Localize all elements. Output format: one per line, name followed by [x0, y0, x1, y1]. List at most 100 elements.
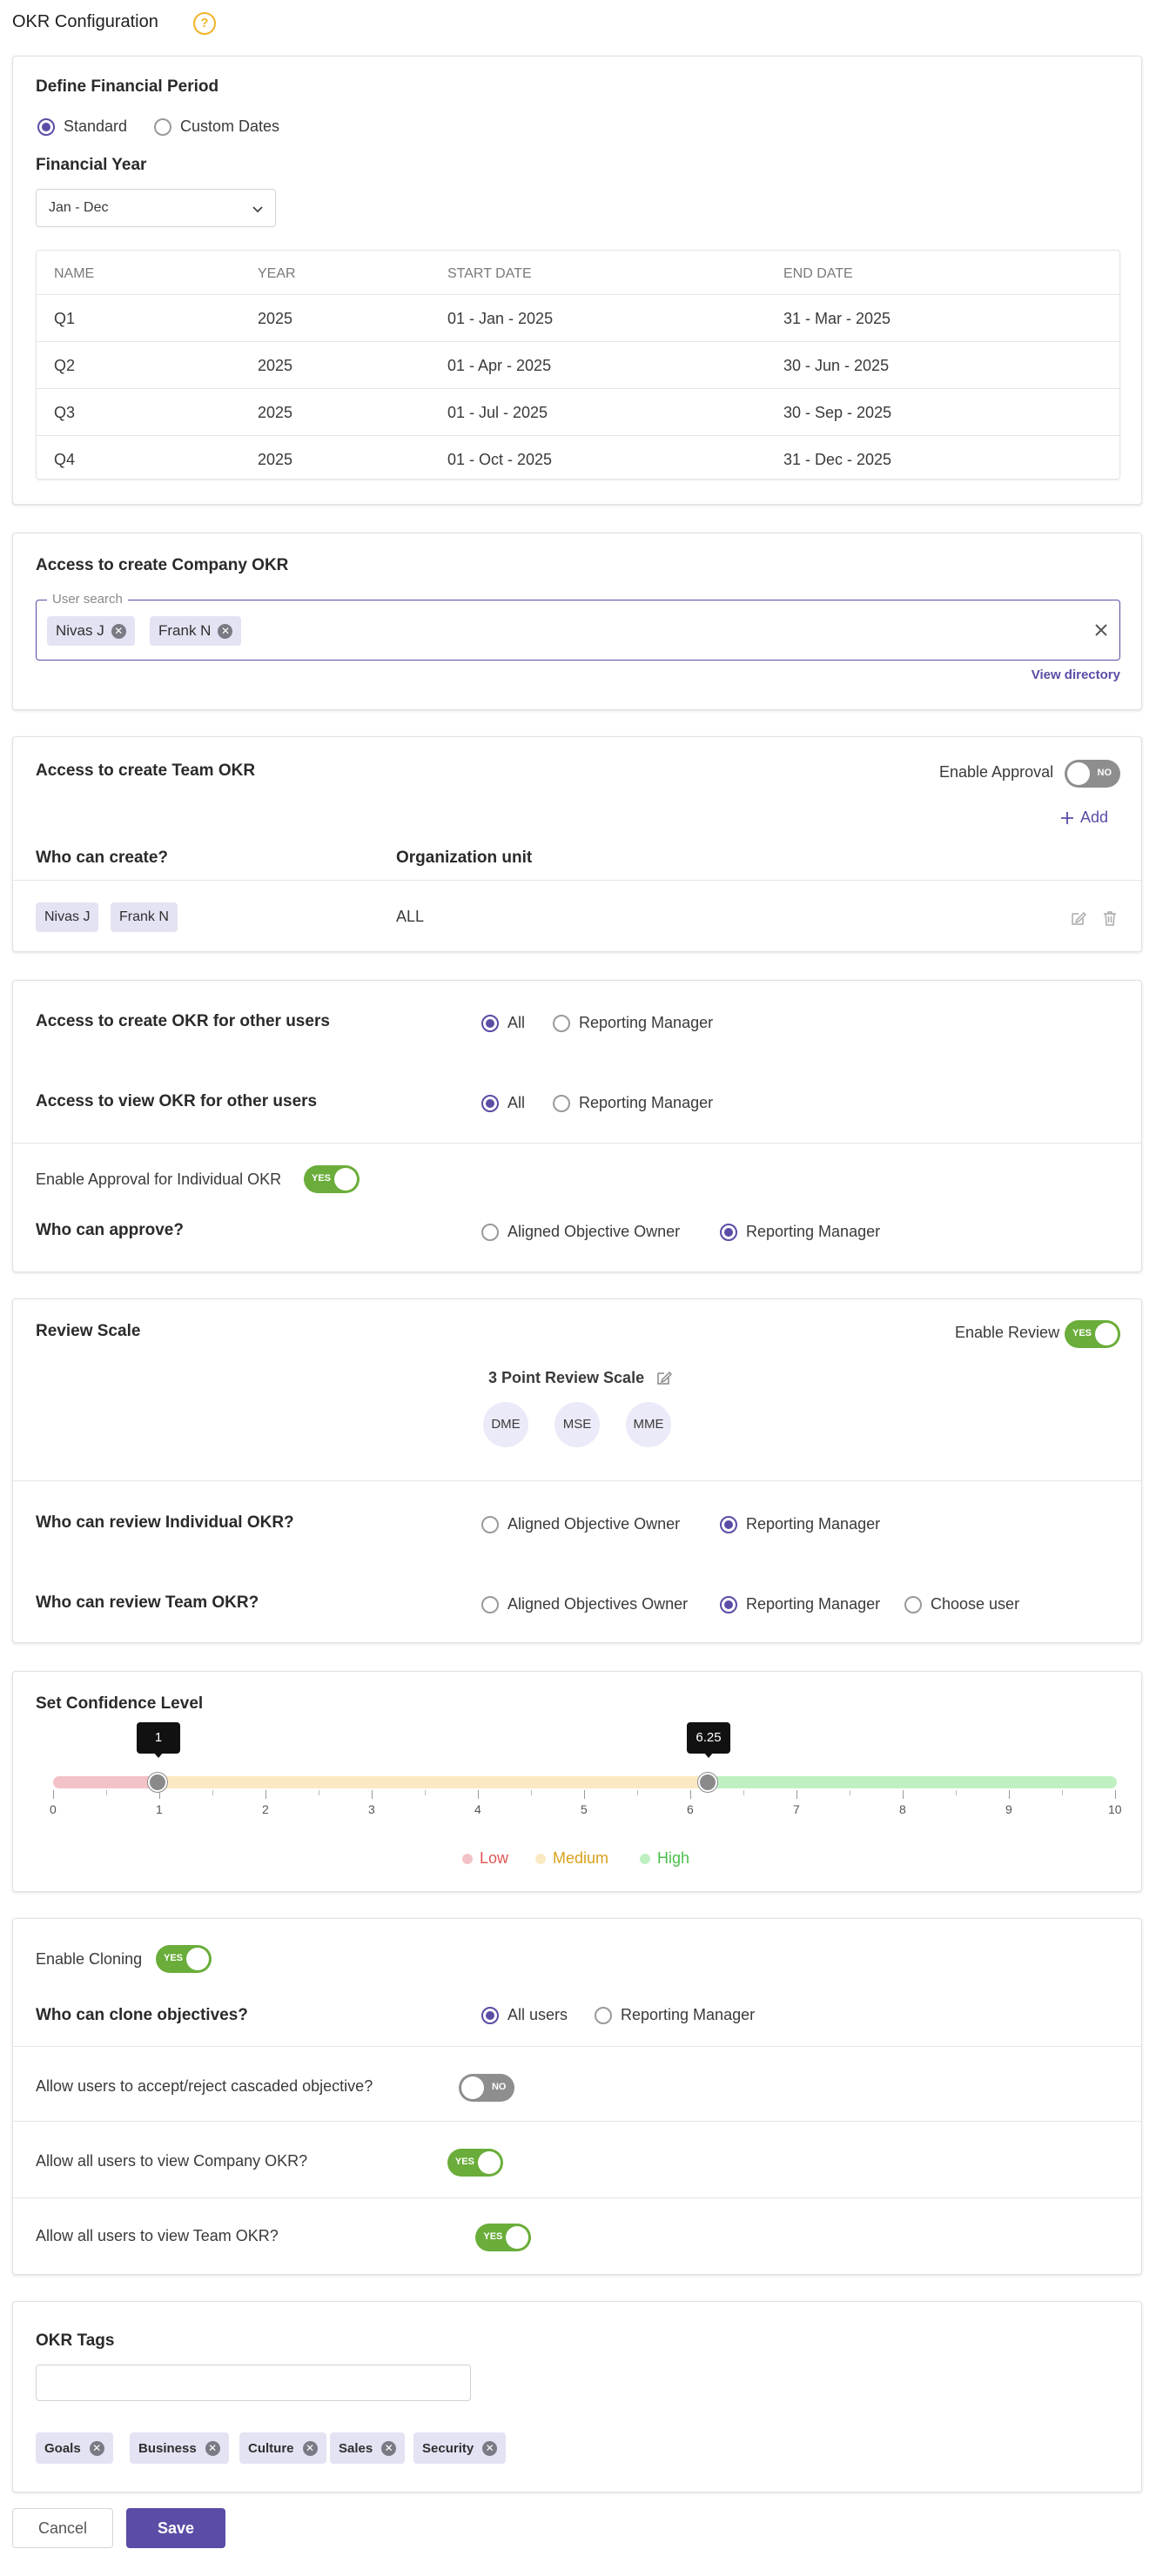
close-icon[interactable]: ✕ [218, 623, 233, 639]
enable-cloning-label: Enable Cloning [36, 1950, 143, 1968]
radio-label: Reporting Manager [579, 1014, 714, 1031]
edit-icon[interactable] [1070, 909, 1087, 927]
high-range-track [708, 1776, 1117, 1788]
who-can-approve-label: Who can approve? [36, 1221, 184, 1239]
view-radio-reporting-manager[interactable]: Reporting Manager [553, 1094, 713, 1112]
legend-dot [640, 1853, 650, 1864]
tag-chip-label: Business [138, 2440, 197, 2456]
radio-custom-dates-label: Custom Dates [180, 117, 280, 135]
tag-chip[interactable]: Goals ✕ [36, 2432, 113, 2464]
tag-chip[interactable]: Sales ✕ [330, 2432, 406, 2464]
clone-radio-all-users[interactable]: All users [481, 2006, 568, 2024]
radio-standard-dot[interactable] [37, 117, 55, 136]
review-individual-aligned-owner[interactable]: Aligned Objective Owner [481, 1515, 680, 1533]
view-directory-link[interactable]: View directory [1031, 667, 1120, 682]
cancel-button[interactable]: Cancel [12, 2508, 113, 2548]
radio-label: Aligned Objective Owner [507, 1223, 681, 1240]
legend-high: High [640, 1849, 689, 1868]
radio-dot[interactable] [481, 1094, 499, 1112]
radio-dot[interactable] [904, 1595, 922, 1613]
close-icon[interactable]: ✕ [302, 2440, 318, 2456]
tag-chip-label: Security [422, 2440, 474, 2456]
confidence-heading: Set Confidence Level [36, 1694, 204, 1713]
team-okr-heading: Access to create Team OKR [36, 761, 256, 780]
low-slider-handle[interactable] [148, 1773, 167, 1792]
create-radio-reporting-manager[interactable]: Reporting Manager [553, 1014, 713, 1032]
tag-chip[interactable]: Security ✕ [413, 2432, 507, 2464]
create-radio-all[interactable]: All [481, 1014, 525, 1032]
radio-dot[interactable] [720, 1515, 737, 1533]
user-chip[interactable]: Nivas J ✕ [47, 616, 135, 646]
clear-icon[interactable] [1093, 622, 1109, 638]
radio-dot[interactable] [481, 1515, 499, 1533]
table-row: Q4 2025 01 - Oct - 2025 31 - Dec - 2025 [37, 435, 1119, 482]
question-circle-icon[interactable]: ? [193, 12, 216, 35]
toggle-text: YES [483, 2231, 503, 2242]
close-icon[interactable]: ✕ [381, 2440, 397, 2456]
enable-cloning-toggle[interactable]: YES [156, 1945, 212, 1973]
individual-approval-toggle[interactable]: YES [304, 1165, 360, 1193]
company-view-toggle[interactable]: YES [447, 2149, 503, 2177]
trash-icon[interactable] [1101, 909, 1119, 927]
user-search-input[interactable]: User search Nivas J ✕ Frank N ✕ [36, 592, 1120, 661]
toggle-knob [334, 1168, 357, 1191]
close-icon[interactable]: ✕ [111, 623, 126, 639]
view-radio-all[interactable]: All [481, 1094, 525, 1112]
user-chip[interactable]: Frank N ✕ [150, 616, 242, 646]
radio-standard[interactable]: Standard [37, 117, 127, 136]
toggle-text: YES [1072, 1328, 1092, 1338]
review-team-label: Who can review Team OKR? [36, 1593, 259, 1612]
table-header-name: NAME [54, 266, 95, 281]
enable-review-toggle[interactable]: YES [1065, 1320, 1120, 1348]
close-icon[interactable]: ✕ [89, 2440, 104, 2456]
add-button[interactable]: Add [1059, 808, 1108, 827]
table-header-end: END DATE [783, 266, 853, 281]
edit-icon[interactable] [655, 1369, 673, 1386]
tag-chip[interactable]: Business ✕ [130, 2432, 229, 2464]
radio-dot[interactable] [720, 1595, 737, 1613]
radio-dot[interactable] [595, 2006, 612, 2024]
tag-chip[interactable]: Culture ✕ [239, 2432, 326, 2464]
user-search-legend: User search [47, 592, 128, 607]
radio-dot[interactable] [553, 1014, 570, 1032]
radio-dot[interactable] [481, 2006, 499, 2024]
tick-label: 10 [1108, 1802, 1122, 1816]
radio-dot[interactable] [481, 1595, 499, 1613]
tick-label: 2 [262, 1802, 269, 1816]
toggle-knob [1067, 762, 1090, 785]
cascade-label: Allow users to accept/reject cascaded ob… [36, 2077, 373, 2095]
radio-custom-dates[interactable]: Custom Dates [154, 117, 279, 136]
user-chip-label: Nivas J [56, 622, 104, 639]
clone-radio-reporting-manager[interactable]: Reporting Manager [595, 2006, 755, 2024]
approve-radio-aligned-owner[interactable]: Aligned Objective Owner [481, 1223, 680, 1241]
save-button[interactable]: Save [126, 2508, 225, 2548]
company-okr-heading: Access to create Company OKR [36, 556, 289, 574]
cascade-toggle[interactable]: NO [459, 2074, 515, 2102]
team-view-toggle[interactable]: YES [475, 2224, 532, 2251]
high-slider-handle[interactable] [698, 1773, 717, 1792]
enable-approval-toggle[interactable]: NO [1065, 760, 1120, 788]
radio-dot[interactable] [481, 1014, 499, 1032]
close-icon[interactable]: ✕ [205, 2440, 220, 2456]
tag-input[interactable] [36, 2365, 471, 2401]
radio-custom-dates-dot[interactable] [154, 117, 171, 136]
tick-label: 4 [474, 1802, 481, 1816]
add-label: Add [1080, 808, 1109, 826]
chevron-down-icon [252, 206, 263, 213]
radio-dot[interactable] [553, 1094, 570, 1112]
review-individual-reporting-manager[interactable]: Reporting Manager [720, 1515, 880, 1533]
close-icon[interactable]: ✕ [482, 2440, 498, 2456]
financial-year-select[interactable]: Jan - Dec [36, 189, 276, 227]
review-team-choose-user[interactable]: Choose user [904, 1595, 1019, 1613]
review-team-aligned-owner[interactable]: Aligned Objectives Owner [481, 1595, 688, 1613]
radio-label: Reporting Manager [746, 1515, 881, 1533]
table-cell: 01 - Oct - 2025 [447, 451, 553, 468]
who-can-create-header: Who can create? [36, 849, 169, 867]
approve-radio-reporting-manager[interactable]: Reporting Manager [720, 1223, 880, 1241]
tick-label: 1 [156, 1802, 163, 1816]
radio-dot[interactable] [481, 1223, 499, 1241]
radio-dot[interactable] [720, 1223, 737, 1241]
review-team-reporting-manager[interactable]: Reporting Manager [720, 1595, 880, 1613]
radio-standard-label: Standard [64, 117, 128, 135]
review-scale-heading: Review Scale [36, 1322, 141, 1340]
